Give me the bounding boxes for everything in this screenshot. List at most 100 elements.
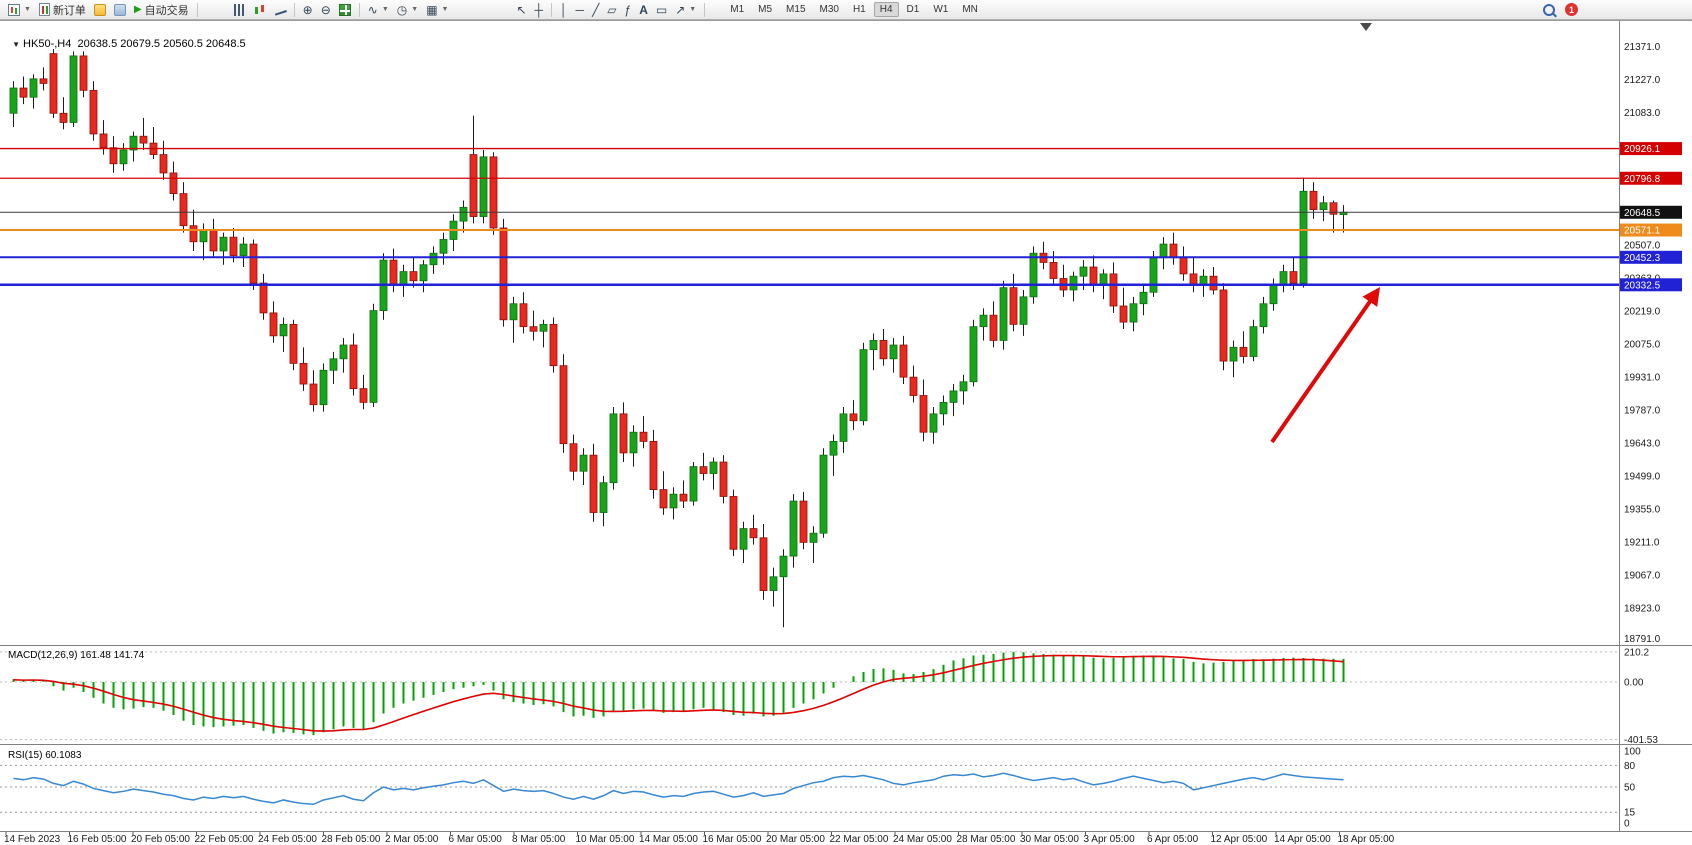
candle-body <box>679 493 688 502</box>
price-badge-label: 20648.5 <box>1624 208 1661 219</box>
candle-body <box>619 413 628 454</box>
trend-arrow-annotation[interactable] <box>1270 287 1381 444</box>
chart-title-ohlc: HK50-,H4 20638.5 20679.5 20560.5 20648.5 <box>23 38 246 50</box>
candle-body <box>1159 243 1168 259</box>
candle-body <box>439 239 448 254</box>
time-axis-label: 20 Mar 05:00 <box>766 834 825 845</box>
timeframe-h1[interactable]: H1 <box>852 4 866 15</box>
indicators-icon: ∿ <box>367 2 378 17</box>
zoom-out-button[interactable]: ⊖ <box>317 0 335 20</box>
notification-badge[interactable]: 1 <box>1565 3 1578 16</box>
candle-body <box>569 443 578 472</box>
candle-body <box>849 413 858 422</box>
time-axis-label: 6 Mar 05:00 <box>449 834 503 845</box>
candle-body <box>1259 303 1268 328</box>
timeframe-m1[interactable]: M1 <box>730 4 745 15</box>
candle-body <box>219 236 228 252</box>
period-button[interactable]: ◷ ▼ <box>393 0 422 20</box>
macd-indicator-label: MACD(12,26,9) 161.48 141.74 <box>8 650 145 661</box>
timeframe-h4[interactable]: H4 <box>873 2 899 17</box>
candle-body <box>829 441 838 456</box>
fibonacci-button[interactable]: ƒ <box>621 0 636 20</box>
tile-windows-button[interactable] <box>335 0 355 20</box>
rsi-axis-label: 80 <box>1624 761 1636 772</box>
channel-button[interactable]: ▱ <box>603 0 620 20</box>
line-chart-icon <box>272 3 287 16</box>
candle-body <box>1179 257 1188 275</box>
candle-body <box>779 555 788 578</box>
candle-body <box>199 229 208 243</box>
templates-button[interactable]: ▦ ▼ <box>422 0 452 20</box>
level-lines <box>0 147 1619 287</box>
candle-body <box>1139 291 1148 305</box>
autotrading-button[interactable]: ▶ 自动交易 <box>130 0 193 20</box>
candle-body <box>359 388 368 403</box>
candle-body <box>1329 202 1338 215</box>
candle-body <box>1299 190 1308 284</box>
price-axis-label: 19067.0 <box>1624 571 1661 582</box>
candle-body <box>459 206 468 222</box>
new-chart-button[interactable]: ▼ <box>4 0 35 20</box>
text-button[interactable]: A <box>635 0 652 20</box>
candle-body <box>1169 243 1178 259</box>
macd-signal-line <box>13 654 1344 732</box>
cursor-icon: ↖ <box>516 2 527 17</box>
vertical-line-icon: │ <box>560 2 568 17</box>
crosshair-button[interactable]: ┼ <box>531 0 548 20</box>
chart-bars-button[interactable] <box>230 0 250 20</box>
timeframe-mn[interactable]: MN <box>962 4 978 15</box>
candle-body <box>799 500 808 543</box>
chart-shift-marker[interactable] <box>1360 23 1372 31</box>
candle-body <box>559 365 568 445</box>
chevron-down-icon: ▼ <box>381 6 389 13</box>
toolbar-separator <box>704 2 706 17</box>
timeframe-m30[interactable]: M30 <box>819 4 839 15</box>
search-button[interactable] <box>1539 0 1559 20</box>
price-axis-label: 20507.0 <box>1624 240 1661 251</box>
tile-windows-icon <box>338 3 351 16</box>
new-chart-icon <box>8 3 20 16</box>
candle-body <box>319 369 328 406</box>
horizontal-line-icon: ─ <box>575 2 585 17</box>
vertical-line-button[interactable]: │ <box>556 0 572 20</box>
price-axis: 21371.021227.021083.020507.020363.020219… <box>1620 42 1682 645</box>
rsi-line <box>13 772 1344 806</box>
macd-histogram <box>12 651 1345 736</box>
candle-body <box>749 528 758 539</box>
bar-chart-icon <box>233 3 246 16</box>
chart-candles-button[interactable] <box>250 0 270 20</box>
new-order-button[interactable]: 新订单 <box>35 0 90 20</box>
time-axis-label: 14 Apr 05:00 <box>1274 834 1331 845</box>
chart-line-button[interactable] <box>270 0 290 20</box>
candlestick-series[interactable] <box>9 49 1348 628</box>
trendline-button[interactable]: ╱ <box>588 0 603 20</box>
candle-body <box>869 340 878 351</box>
metaeditor-button[interactable] <box>90 0 110 20</box>
price-axis-label: 18791.0 <box>1624 634 1661 645</box>
timeframe-d1[interactable]: D1 <box>906 4 920 15</box>
toolbar-separator <box>293 2 295 17</box>
oneclick-expander-icon[interactable]: ▼ <box>12 40 21 49</box>
indicators-button[interactable]: ∿ ▼ <box>364 0 393 20</box>
arrows-button[interactable]: ↗ ▼ <box>671 0 700 20</box>
zoom-in-button[interactable]: ⊕ <box>299 0 317 20</box>
chevron-down-icon: ▼ <box>24 6 31 13</box>
timeframe-w1[interactable]: W1 <box>933 4 949 15</box>
cursor-button[interactable]: ↖ <box>512 0 530 20</box>
toolbar-separator <box>551 2 553 17</box>
candle-body <box>159 154 168 174</box>
timeframe-m5[interactable]: M5 <box>758 4 773 15</box>
chart-symbol-header: ▼ HK50-,H4 20638.5 20679.5 20560.5 20648.… <box>6 26 246 50</box>
candlestick-chart-icon <box>253 3 266 16</box>
timeframe-m15[interactable]: M15 <box>786 4 806 15</box>
candle-body <box>1269 284 1278 305</box>
candle-body <box>639 431 648 442</box>
candle-body <box>1239 346 1248 357</box>
market-watch-button[interactable] <box>110 0 130 20</box>
candle-body <box>99 133 108 149</box>
candle-body <box>1089 266 1098 286</box>
horizontal-line-button[interactable]: ─ <box>572 0 589 20</box>
candle-body <box>209 229 218 252</box>
label-button[interactable]: ▭ <box>652 0 671 20</box>
